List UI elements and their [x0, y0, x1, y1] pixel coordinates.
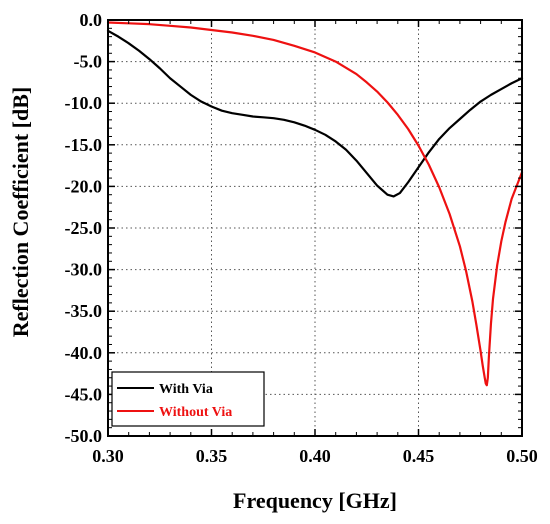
legend-label-without-via: Without Via: [159, 405, 232, 420]
x-tick-label: 0.35: [196, 446, 228, 466]
grid-lines: [108, 20, 522, 436]
y-tick-label: -30.0: [65, 260, 103, 280]
y-tick-labels: 0.0 -5.0 -10.0 -15.0 -20.0 -25.0 -30.0 -35.0 -40…: [65, 10, 103, 446]
y-tick-label: -20.0: [65, 176, 103, 196]
y-tick-label: -40.0: [65, 343, 103, 363]
series-line-without-via: [106, 21, 524, 387]
y-tick-label: -45.0: [65, 384, 103, 404]
series-line-with-via: [106, 29, 524, 198]
y-tick-label: -15.0: [65, 135, 103, 155]
x-tick-label: 0.30: [92, 446, 124, 466]
x-axis-title: Frequency [GHz]: [233, 488, 397, 513]
y-tick-label: -35.0: [65, 301, 103, 321]
y-tick-label: -50.0: [65, 426, 103, 446]
x-tick-labels: 0.30 0.35 0.40 0.45 0.50: [92, 446, 538, 466]
x-tick-label: 0.45: [403, 446, 435, 466]
legend: With Via Without Via: [111, 371, 265, 427]
y-tick-label: -5.0: [74, 52, 103, 72]
x-tick-label: 0.50: [506, 446, 538, 466]
x-tick-label: 0.40: [299, 446, 331, 466]
legend-label-with-via: With Via: [159, 382, 213, 397]
data-series: [106, 21, 524, 387]
legend-box: [111, 371, 265, 427]
y-tick-label: -25.0: [65, 218, 103, 238]
axis-ticks: [107, 19, 523, 437]
y-tick-label: -10.0: [65, 93, 103, 113]
y-tick-label: 0.0: [80, 10, 103, 30]
y-axis-title: Reflection Coefficient [dB]: [8, 87, 33, 337]
